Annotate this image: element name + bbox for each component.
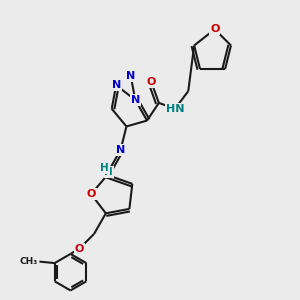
Text: N: N bbox=[116, 145, 125, 155]
Text: N: N bbox=[131, 95, 140, 105]
Text: N: N bbox=[131, 95, 140, 105]
Text: O: O bbox=[86, 189, 96, 199]
Text: N: N bbox=[126, 71, 136, 81]
Text: H: H bbox=[100, 163, 109, 173]
Text: O: O bbox=[75, 244, 84, 254]
Text: O: O bbox=[147, 77, 156, 87]
Text: O: O bbox=[210, 24, 220, 34]
Text: CH₃: CH₃ bbox=[20, 257, 38, 266]
Text: N: N bbox=[127, 71, 135, 81]
Text: H: H bbox=[104, 167, 113, 177]
Text: HN: HN bbox=[166, 104, 184, 114]
Text: N: N bbox=[112, 80, 121, 90]
